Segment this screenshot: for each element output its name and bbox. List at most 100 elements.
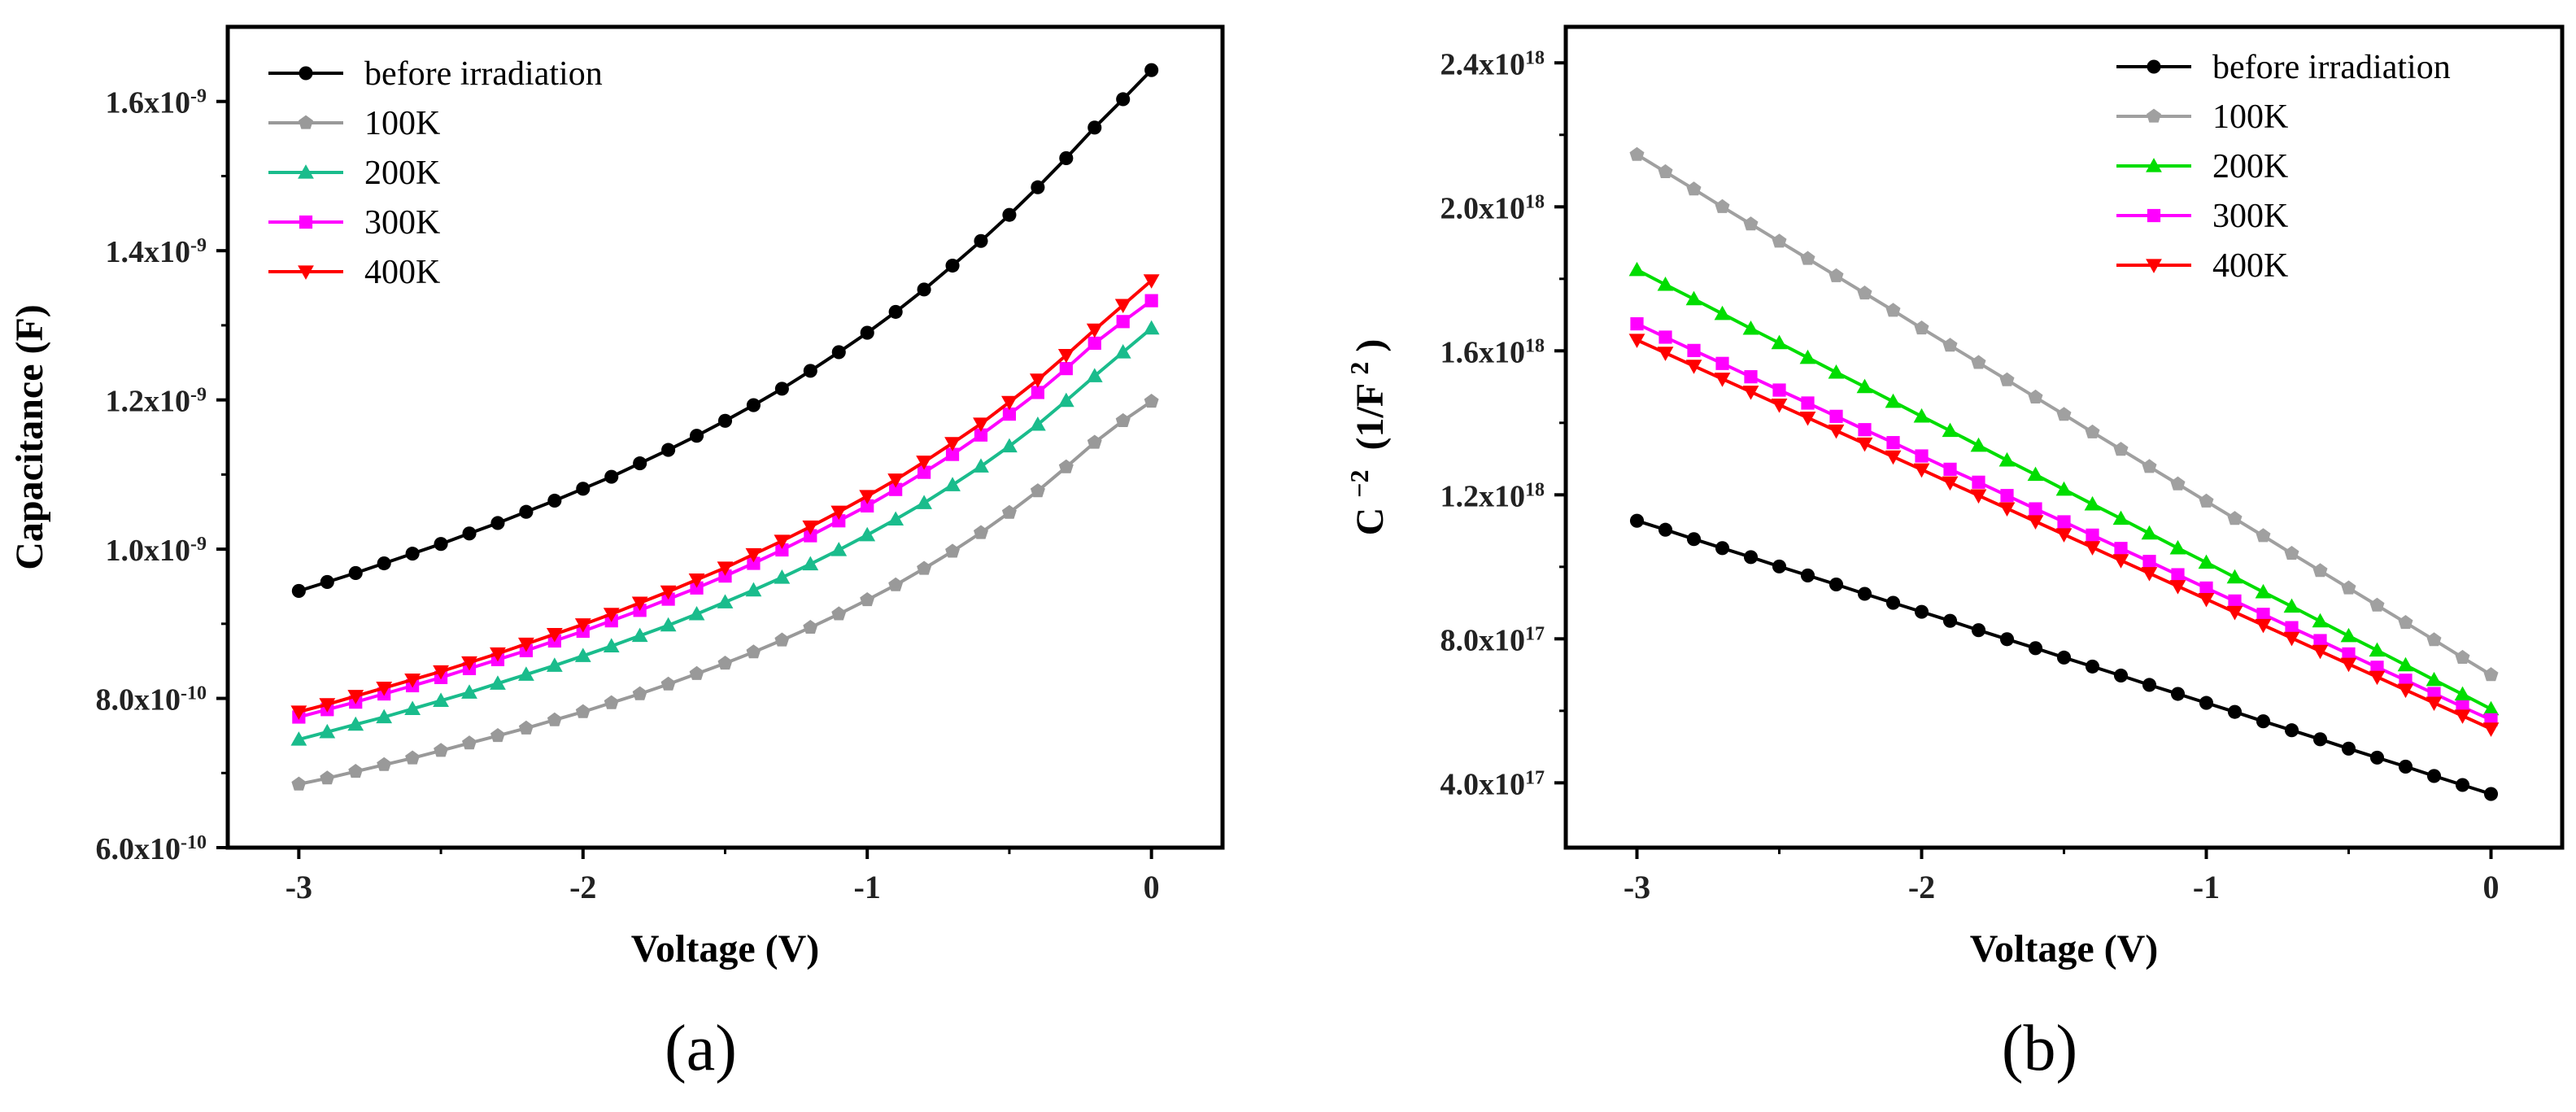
panel-b-plot-frame (1563, 24, 2565, 850)
pa-data-point (405, 547, 420, 561)
pb-data-point (2397, 683, 2414, 699)
pb-data-point (1857, 286, 1872, 300)
pb-data-point (2256, 714, 2271, 729)
pa-data-point (348, 764, 364, 778)
pb-data-point (2055, 481, 2073, 496)
pa-data-point (830, 542, 848, 556)
pb-data-point (2454, 709, 2471, 724)
pa-data-point (490, 675, 506, 690)
pb-data-point (2198, 592, 2215, 608)
pa-data-point (376, 682, 393, 696)
pb-data-point (2399, 674, 2413, 687)
pa-series-line (298, 279, 1153, 714)
pb-data-point (2198, 554, 2215, 569)
pa-data-point (631, 596, 648, 612)
pb-data-point (1800, 251, 1815, 265)
panel-b-legend: before irradiation 100K 200K 300K 400K (2116, 49, 2451, 285)
pb-y-tick-label: 4.0x1017 (1441, 767, 1545, 801)
pa-y-tick-label: 8.0x10-10 (96, 683, 207, 717)
pb-data-point (2113, 668, 2129, 683)
pa-data-point (377, 556, 391, 571)
pa-y-tick-mantissa: 6.0x10 (96, 832, 181, 866)
pa-data-point (973, 417, 989, 432)
pb-data-point (1744, 370, 1758, 384)
pb-data-point (2256, 528, 2271, 543)
pa-data-point (462, 735, 477, 750)
pb-data-point (1886, 436, 1900, 450)
pa-data-point (774, 569, 791, 584)
pa-data-point (1144, 63, 1159, 77)
pa-y-tick-mantissa: 1.0x10 (106, 534, 191, 568)
pa-y-tick-exponent: -9 (190, 385, 207, 406)
pa-data-point (290, 731, 307, 746)
pa-data-point (604, 469, 619, 484)
pa-legend-marker (299, 215, 313, 229)
pb-data-point (1999, 372, 2015, 386)
pa-data-point (319, 698, 336, 713)
pb-data-point (1942, 422, 1959, 438)
pa-data-point (774, 632, 790, 647)
pb-data-point (1658, 330, 1672, 344)
pa-data-point (860, 592, 875, 607)
pb-data-point (1715, 356, 1729, 370)
pa-x-tick-label: 0 (1144, 869, 1160, 905)
pa-data-point (433, 665, 449, 680)
pb-data-point (1799, 349, 1816, 364)
pa-data-point (660, 585, 677, 600)
pa-data-point (519, 504, 534, 519)
panel-a-y-axis-title: Capacitance (F) (8, 304, 51, 570)
pa-y-tick-exponent: -10 (181, 683, 207, 704)
pb-data-point (2199, 581, 2213, 595)
panel-b-y-axis-title-close: ) (1349, 339, 1392, 352)
pa-data-point (461, 656, 477, 671)
pa-data-point (320, 574, 334, 590)
pb-y-tick-label: 2.0x1018 (1441, 191, 1545, 225)
pa-data-point (434, 537, 448, 552)
pa-data-point (547, 493, 562, 508)
pb-data-point (1828, 424, 1845, 439)
pb-data-point (1971, 355, 1986, 369)
pa-data-point (291, 583, 306, 599)
pb-data-point (2482, 700, 2500, 716)
pa-data-point (888, 577, 904, 591)
pb-data-point (1943, 462, 1957, 476)
panel-a-legend: before irradiation 100K 200K 300K 400K (268, 55, 603, 291)
pb-data-point (2085, 424, 2100, 438)
pa-data-point (1086, 368, 1103, 382)
pa-data-point (1114, 299, 1131, 314)
pb-series-before-irradiation (1629, 513, 2499, 801)
pb-data-point (1828, 268, 1844, 282)
pb-data-point (2483, 667, 2499, 682)
pb-data-point (1858, 423, 1872, 437)
pb-y-tick-mantissa: 2.0x10 (1441, 191, 1526, 225)
pa-data-point (320, 770, 335, 785)
pa-data-point (859, 526, 876, 542)
pb-data-point (2369, 670, 2386, 686)
pb-data-point (2227, 704, 2243, 719)
pb-data-point (1686, 181, 1702, 196)
pa-data-point (974, 428, 988, 442)
pa-data-point (490, 647, 506, 662)
pa-data-point (861, 499, 874, 512)
pb-data-point (2255, 618, 2272, 634)
pa-data-point (887, 511, 904, 526)
panel-b-label: (b) (2002, 1013, 2077, 1084)
pa-legend-label: 300K (364, 204, 440, 242)
pb-legend-label: 300K (2212, 198, 2288, 235)
panel-b-y-axis-title-unit-sup: 2 (1345, 362, 1374, 375)
pa-data-point (604, 695, 619, 709)
pa-data-point (661, 443, 676, 457)
pa-data-point (945, 543, 960, 558)
pb-data-point (2057, 515, 2071, 529)
pb-data-point (1686, 532, 1702, 547)
pb-data-point (1828, 364, 1845, 379)
pa-data-point (974, 525, 988, 539)
pb-data-point (2084, 495, 2101, 511)
pa-data-point (1058, 459, 1074, 473)
pa-data-point (745, 547, 762, 563)
pa-y-tick-label: 1.0x10-9 (106, 534, 207, 568)
pb-data-point (1970, 489, 1987, 504)
pb-data-point (1629, 146, 1645, 161)
pa-data-point (1116, 92, 1131, 107)
pb-data-point (2255, 583, 2272, 599)
